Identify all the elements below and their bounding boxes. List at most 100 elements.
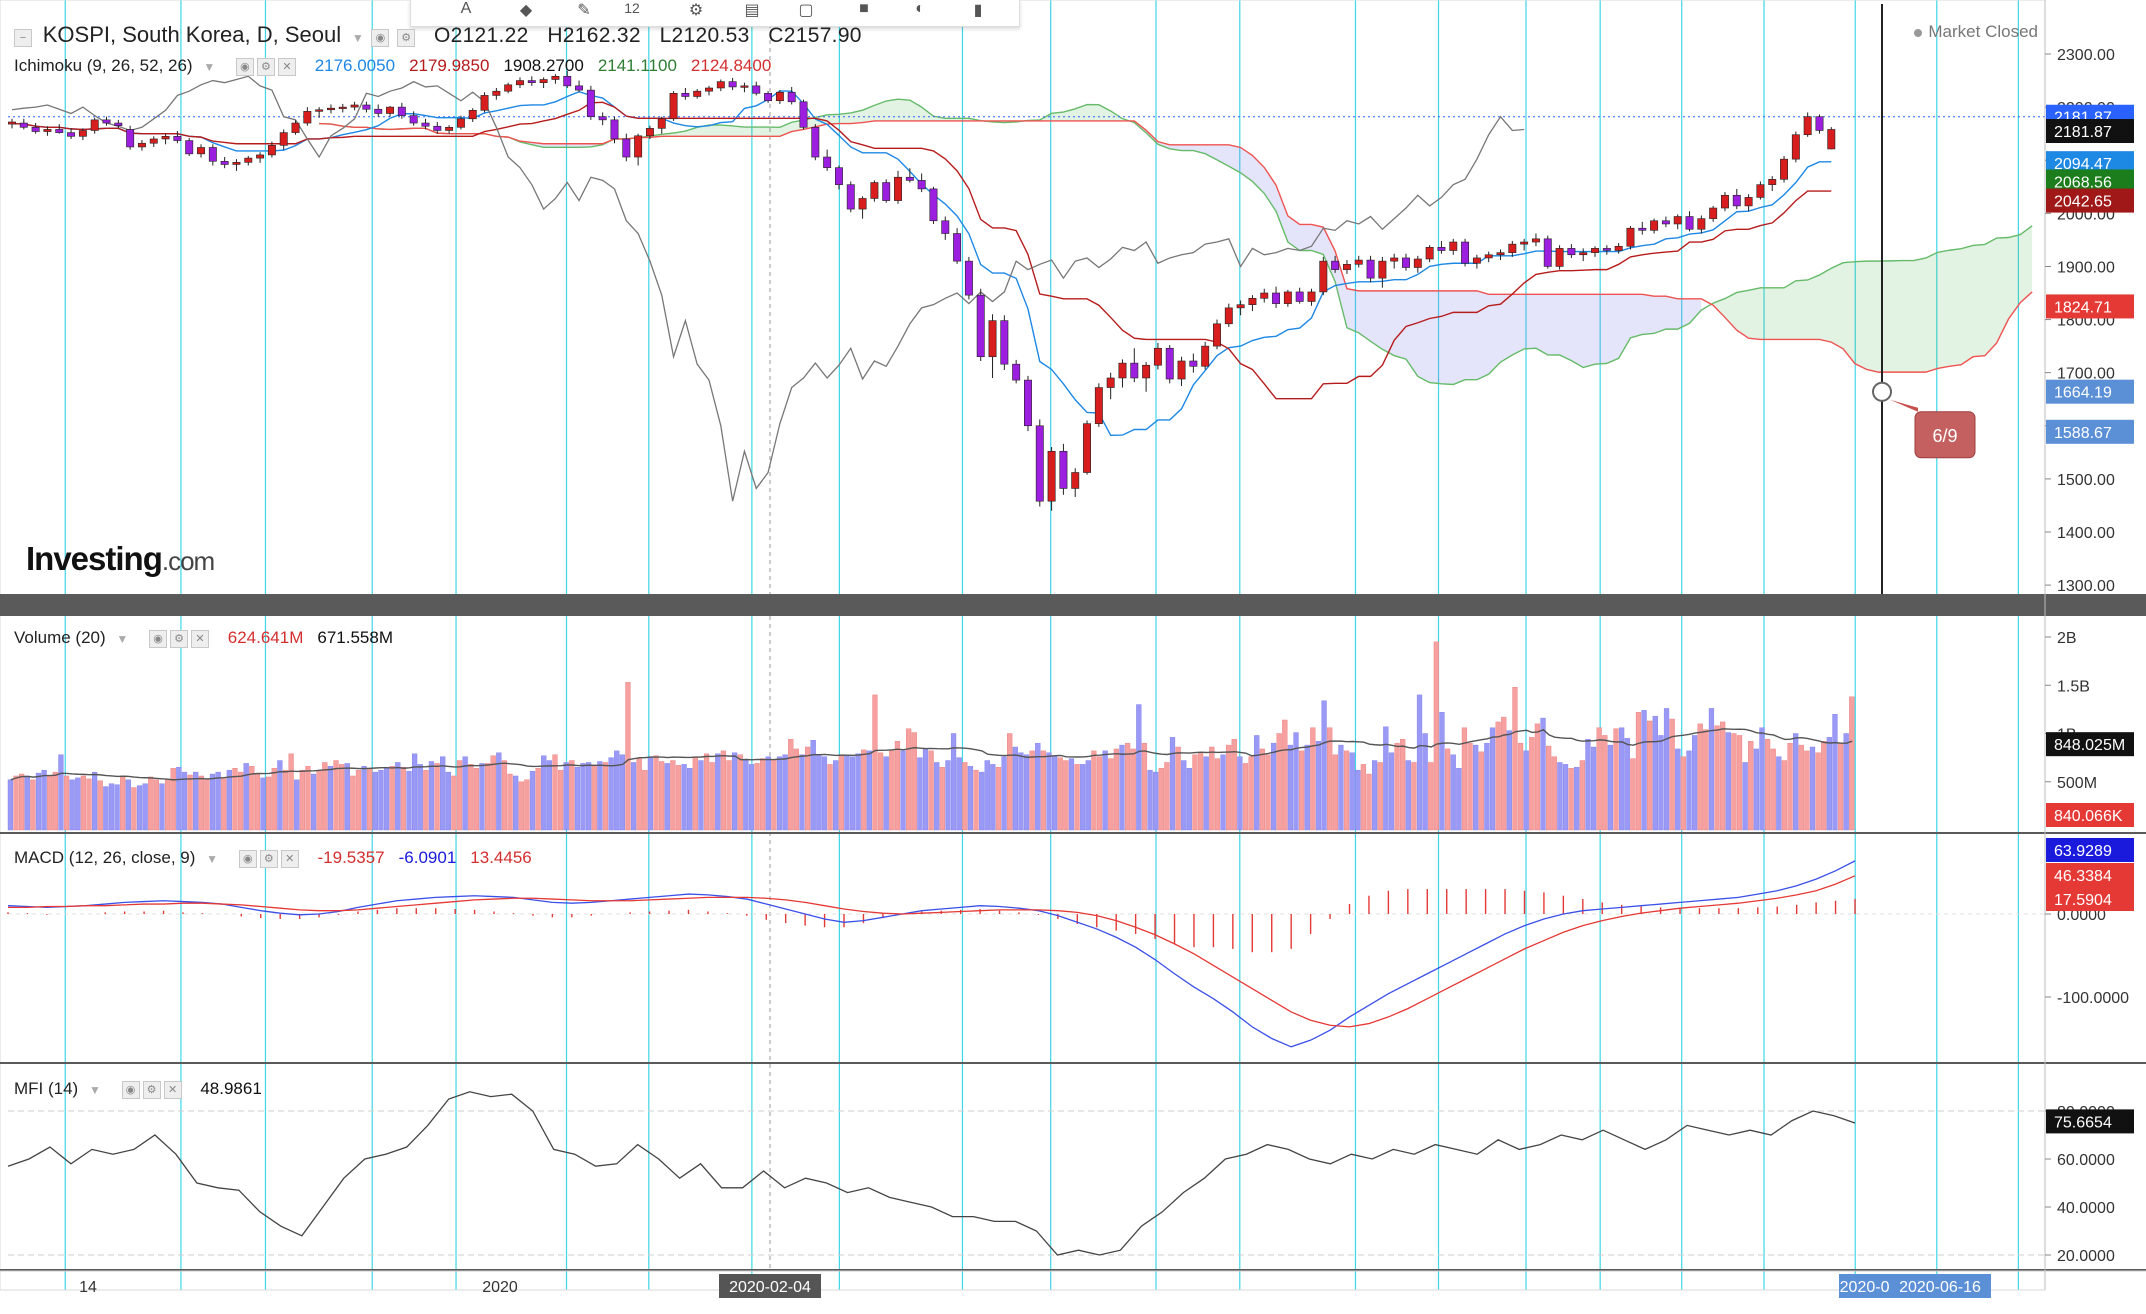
volume-legend: Volume (20) ▼ ◉ ⚙ ✕ 624.641M 671.558M — [14, 628, 393, 648]
fill-color-icon[interactable]: ◆ — [519, 2, 533, 19]
volume-bar — [1377, 762, 1383, 831]
copy-icon[interactable]: ▢ — [798, 2, 814, 19]
volume-bar — [557, 769, 564, 831]
price-tag-bg — [2046, 119, 2134, 144]
drawing-annotation[interactable]: 6/9 — [1872, 4, 1976, 594]
gear-icon[interactable]: ⚙ — [259, 849, 278, 868]
volume-bar — [630, 762, 637, 831]
chevron-down-icon[interactable]: ▼ — [203, 59, 216, 74]
candle-body — [244, 157, 253, 163]
candle-body — [1283, 291, 1292, 304]
candle-body — [1000, 320, 1009, 365]
candle-body — [728, 81, 737, 88]
symbol-title[interactable]: KOSPI, South Korea, D, Seoul — [42, 22, 342, 47]
callout-pointer — [1890, 399, 1918, 412]
ichimoku-legend: Ichimoku (9, 26, 52, 26) ▼ ◉ ⚙ ✕ 2176.0050… — [14, 56, 771, 76]
volume-bar — [642, 769, 648, 831]
candle-body — [917, 180, 926, 190]
volume-bar — [1265, 754, 1271, 831]
volume-bar — [1237, 756, 1243, 831]
macd-values: -19.5357 -6.0901 13.4456 — [304, 848, 532, 867]
volume-bar — [1197, 752, 1204, 831]
volume-bar — [136, 785, 143, 831]
delete-icon[interactable]: ▮ — [973, 2, 983, 19]
volume-bar — [63, 775, 70, 831]
volume-bar — [900, 750, 906, 831]
volume-bar — [1287, 744, 1294, 831]
collapse-pane-icon[interactable]: − — [14, 28, 32, 47]
candle-body — [279, 132, 288, 146]
settings-icon[interactable]: ⚙ — [688, 2, 704, 19]
text-tool-icon[interactable]: A — [460, 0, 472, 17]
macd-tag: 63.9289 — [2054, 843, 2112, 860]
right-price-axis[interactable]: 2300.002200.002100.002000.001900.001800.… — [2045, 47, 2134, 1265]
volume-bar — [1304, 744, 1310, 831]
volume-bar — [1220, 754, 1226, 831]
close-icon[interactable]: ✕ — [191, 629, 210, 648]
volume-tag: 840.066K — [2054, 808, 2123, 825]
volume-bar — [266, 776, 272, 831]
eye-icon[interactable]: ◉ — [371, 28, 390, 47]
volume-bar — [574, 767, 581, 831]
clone-icon[interactable]: ▤ — [744, 2, 760, 19]
price-tag: 1588.67 — [2054, 425, 2112, 442]
volume-bar — [799, 754, 805, 831]
ohlc-open: O2121.22 — [433, 24, 529, 47]
volume-bar — [1461, 727, 1468, 831]
volume-bar — [193, 771, 199, 831]
close-icon[interactable]: ✕ — [277, 57, 296, 76]
macd-label[interactable]: MACD (12, 26, close, 9) — [14, 848, 196, 867]
visibility-icon[interactable]: ◐ — [915, 0, 925, 17]
volume-bar — [69, 779, 75, 831]
chevron-down-icon[interactable]: ▼ — [88, 1082, 101, 1097]
volume-bar — [906, 728, 912, 831]
volume-bar — [687, 768, 693, 831]
ichimoku-label[interactable]: Ichimoku (9, 26, 52, 26) — [14, 56, 193, 75]
lock-icon[interactable]: ■ — [859, 0, 869, 17]
ichimoku-value: 2179.9850 — [409, 56, 490, 75]
macd-tag-bg — [2046, 887, 2134, 911]
close-icon[interactable]: ✕ — [163, 1080, 182, 1099]
volume-bar — [833, 760, 839, 831]
gear-icon[interactable]: ⚙ — [142, 1080, 161, 1099]
mfi-tick: 40.0000 — [2057, 1200, 2115, 1217]
volume-bar — [1355, 769, 1361, 831]
volume-bar — [855, 753, 861, 831]
volume-bar — [1804, 750, 1810, 831]
volume-bar — [771, 759, 777, 831]
candle-body — [823, 156, 832, 168]
volume-bar — [1770, 748, 1776, 831]
candle-body — [657, 118, 666, 129]
volume-label[interactable]: Volume (20) — [14, 628, 106, 647]
candle-body — [303, 111, 312, 124]
eye-icon[interactable]: ◉ — [235, 57, 254, 76]
volume-bar — [333, 760, 339, 831]
line-color-icon[interactable]: ✎ — [577, 2, 591, 19]
candle-body — [1378, 260, 1387, 279]
eye-icon[interactable]: ◉ — [121, 1080, 140, 1099]
volume-bar — [1658, 735, 1664, 831]
volume-bar — [322, 762, 328, 831]
price-tag-bg — [2046, 419, 2134, 444]
volume-bar — [945, 760, 951, 831]
gear-icon[interactable]: ⚙ — [397, 28, 416, 47]
eye-icon[interactable]: ◉ — [149, 629, 168, 648]
eye-icon[interactable]: ◉ — [238, 849, 257, 868]
chevron-down-icon[interactable]: ▼ — [116, 631, 129, 646]
mfi-legend: MFI (14) ▼ ◉ ⚙ ✕ 48.9861 — [14, 1079, 262, 1099]
gear-icon[interactable]: ⚙ — [170, 629, 189, 648]
gear-icon[interactable]: ⚙ — [256, 57, 275, 76]
candle-body — [1177, 360, 1186, 380]
macd-tag-bg — [2046, 838, 2134, 862]
close-icon[interactable]: ✕ — [280, 849, 299, 868]
volume-bar — [294, 779, 300, 831]
mfi-label[interactable]: MFI (14) — [14, 1079, 79, 1098]
volume-bar — [1175, 746, 1181, 831]
chevron-down-icon[interactable]: ▼ — [351, 30, 364, 45]
time-axis[interactable]: 14 2020 2020-02-04 2020-06 2020-06-16 — [0, 1270, 2146, 1298]
chevron-down-icon[interactable]: ▼ — [206, 851, 219, 866]
volume-bar — [715, 753, 721, 831]
candle-body — [1732, 194, 1741, 207]
font-size-selector[interactable]: 12 — [624, 0, 640, 16]
